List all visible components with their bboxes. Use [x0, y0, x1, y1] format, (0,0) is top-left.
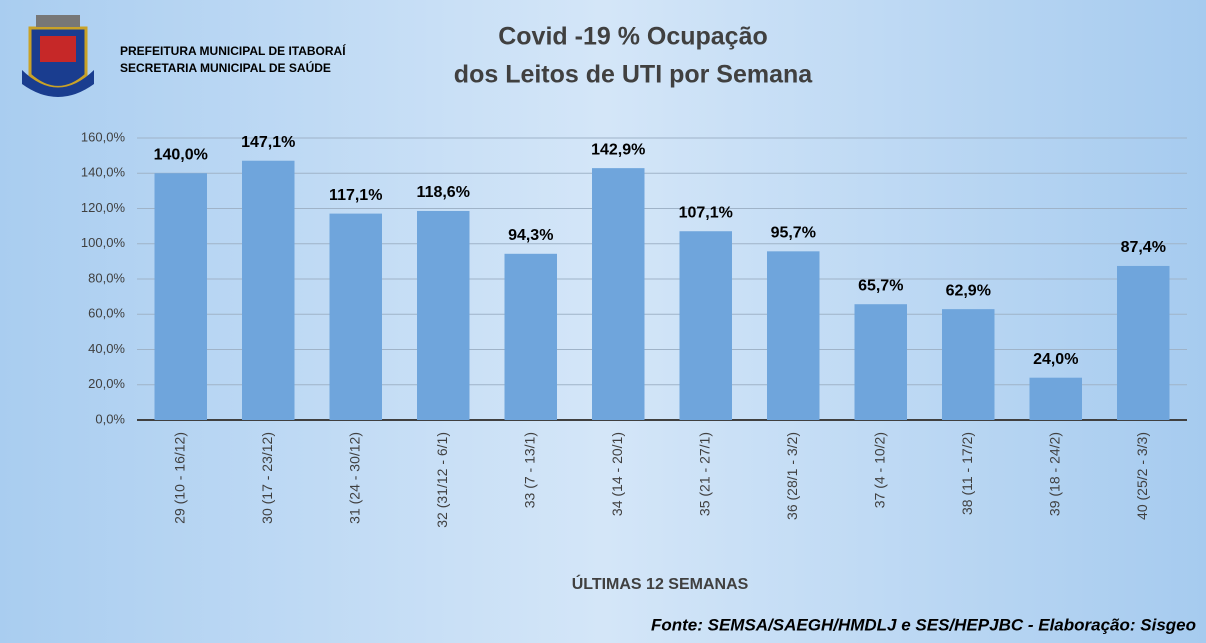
- data-label: 118,6%: [417, 184, 470, 201]
- x-tick-label: 40 (25/2 - 3/3): [1134, 432, 1150, 520]
- x-tick-label: 32 (31/12 - 6/1): [434, 432, 450, 528]
- chart-title: dos Leitos de UTI por Semana: [454, 61, 813, 89]
- x-tick-label: 33 (7 - 13/1): [521, 432, 537, 508]
- bar: [854, 304, 907, 420]
- x-tick-label: 36 (28/1 - 3/2): [784, 432, 800, 520]
- bar: [242, 160, 295, 420]
- header-line: SECRETARIA MUNICIPAL DE SAÚDE: [120, 60, 331, 75]
- y-tick-label: 60,0%: [88, 306, 125, 321]
- y-tick-label: 20,0%: [88, 376, 125, 391]
- x-tick-label: 30 (17 - 23/12): [259, 432, 275, 524]
- bar: [417, 210, 470, 420]
- bar: [942, 309, 995, 420]
- bar: [1029, 377, 1082, 420]
- x-tick-label: 39 (18 - 24/2): [1046, 432, 1062, 516]
- bar: [154, 173, 207, 420]
- chart-title: Covid -19 % Ocupação: [498, 23, 768, 51]
- bar: [767, 251, 820, 420]
- x-tick-label: 37 (4 - 10/2): [871, 432, 887, 508]
- bar: [504, 253, 557, 420]
- bar: [679, 231, 732, 420]
- data-label: 117,1%: [329, 187, 382, 204]
- data-label: 94,3%: [508, 227, 553, 244]
- y-tick-label: 0,0%: [95, 411, 125, 426]
- y-tick-label: 140,0%: [81, 165, 126, 180]
- data-label: 147,1%: [241, 134, 295, 151]
- x-tick-label: 35 (21 - 27/1): [696, 432, 712, 516]
- y-tick-label: 100,0%: [81, 235, 126, 250]
- bar: [1117, 265, 1170, 420]
- data-label: 140,0%: [154, 146, 208, 163]
- header-line: PREFEITURA MUNICIPAL DE ITABORAÍ: [120, 43, 346, 58]
- data-label: 87,4%: [1121, 239, 1166, 256]
- y-tick-label: 160,0%: [81, 129, 126, 144]
- bar: [592, 168, 645, 420]
- x-axis-label: ÚLTIMAS 12 SEMANAS: [572, 574, 749, 593]
- data-label: 95,7%: [771, 225, 816, 242]
- x-tick-label: 34 (14 - 20/1): [609, 432, 625, 516]
- data-label: 65,7%: [858, 277, 903, 294]
- x-tick-label: 31 (24 - 30/12): [346, 432, 362, 524]
- y-tick-label: 40,0%: [88, 341, 125, 356]
- x-tick-label: 29 (10 - 16/12): [171, 432, 187, 524]
- data-label: 142,9%: [591, 141, 645, 158]
- source-note: Fonte: SEMSA/SAEGH/HMDLJ e SES/HEPJBC - …: [651, 615, 1196, 634]
- bar: [329, 213, 382, 420]
- y-tick-label: 80,0%: [88, 270, 125, 285]
- logo: [22, 15, 94, 97]
- data-label: 24,0%: [1033, 351, 1078, 368]
- data-label: 62,9%: [946, 282, 991, 299]
- data-label: 107,1%: [679, 204, 733, 221]
- x-tick-label: 38 (11 - 17/2): [959, 432, 975, 515]
- y-tick-label: 120,0%: [81, 200, 126, 215]
